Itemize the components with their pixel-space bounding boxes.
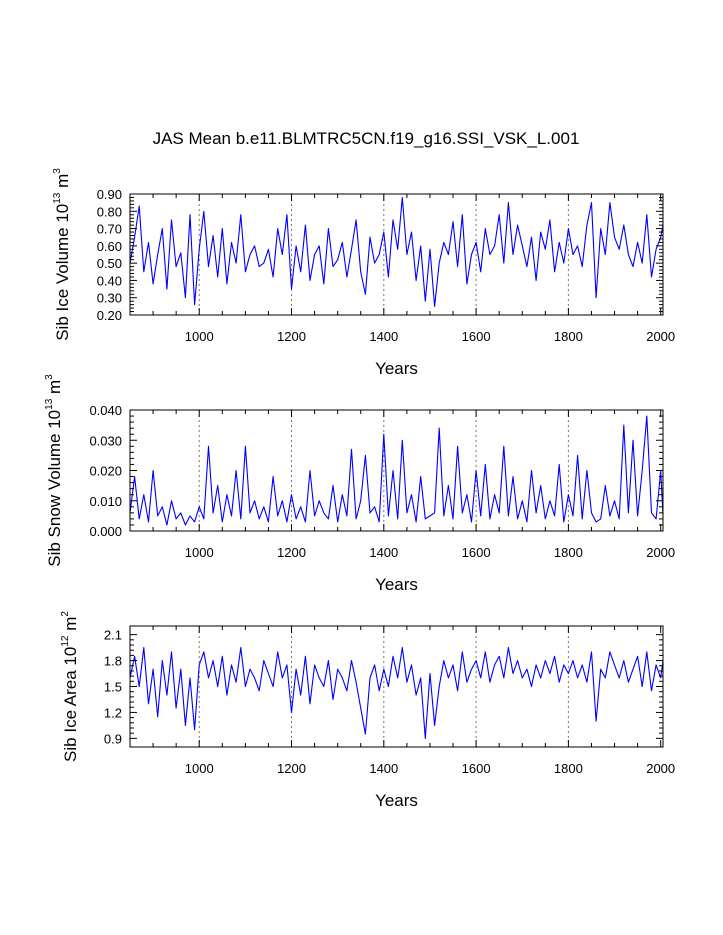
snow-volume-y-axis-title-unit: m (45, 380, 64, 399)
ice-area-x-tick-label: 1000 (185, 761, 214, 776)
snow-volume-y-tick-label: 0.000 (89, 524, 122, 539)
ice-volume-y-axis-title-unit-exp: 3 (52, 168, 63, 174)
ice-area-y-tick-label: 0.9 (104, 731, 122, 746)
ice-volume-y-axis-title-unit: m (53, 174, 72, 193)
ice-area-x-axis-title: Years (375, 791, 418, 810)
ice-volume-x-tick-label: 1600 (462, 329, 491, 344)
ice-area-y-tick-label: 1.8 (104, 654, 122, 669)
snow-volume-y-tick-label: 0.040 (89, 403, 122, 418)
ice-volume-y-tick-label: 0.40 (97, 273, 122, 288)
ice-volume-x-tick-label: 2000 (646, 329, 675, 344)
ice-area-y-axis-title-unit: m (61, 617, 80, 636)
ice-volume-y-tick-label: 0.20 (97, 308, 122, 323)
snow-volume-y-tick-label: 0.010 (89, 494, 122, 509)
ice-volume-y-tick-label: 0.50 (97, 256, 122, 271)
chart-title: JAS Mean b.e11.BLMTRC5CN.f19_g16.SSI_VSK… (153, 129, 580, 148)
snow-volume-y-axis-title-unit-exp: 3 (44, 374, 55, 380)
ice-volume-x-tick-label: 1400 (369, 329, 398, 344)
snow-volume-x-tick-label: 1800 (554, 545, 583, 560)
ice-volume-y-tick-label: 0.30 (97, 291, 122, 306)
snow-volume-y-axis-title-exp: 13 (44, 398, 55, 410)
ice-area-series-line (129, 647, 664, 739)
snow-volume-series-line (129, 415, 664, 526)
ice-volume-y-tick-label: 0.90 (97, 187, 122, 202)
ice-area-y-axis-title-prefix: Sib Ice Area 10 (61, 647, 80, 762)
ice-area-y-axis-title: Sib Ice Area 1012 m2 (60, 611, 80, 762)
snow-volume-y-axis-title: Sib Snow Volume 1013 m3 (44, 374, 64, 567)
ice-volume-series-line (129, 196, 664, 307)
ice-volume-y-tick-label: 0.70 (97, 222, 122, 237)
snow-volume-x-tick-label: 1200 (277, 545, 306, 560)
ice-volume-y-axis-title: Sib Ice Volume 1013 m3 (52, 168, 72, 341)
ice-area-y-tick-label: 2.1 (104, 628, 122, 643)
ice-volume-y-axis-title-prefix: Sib Ice Volume 10 (53, 204, 72, 341)
ice-area-plot-frame (129, 625, 664, 748)
panel-snow-volume: 1000 1200 1400 1600 1800 2000 0.000 0.010 0.020 0… (44, 374, 675, 594)
ice-area-x-tick-label: 1600 (462, 761, 491, 776)
snow-volume-y-tick-label: 0.030 (89, 433, 122, 448)
ice-area-x-tick-label: 2000 (646, 761, 675, 776)
ice-volume-x-tick-label: 1200 (277, 329, 306, 344)
ice-area-y-tick-label: 1.5 (104, 680, 122, 695)
snow-volume-x-tick-label: 2000 (646, 545, 675, 560)
ice-volume-y-tick-label: 0.60 (97, 239, 122, 254)
ice-volume-plot-frame (129, 193, 664, 316)
ice-area-x-tick-label: 1400 (369, 761, 398, 776)
ice-area-y-tick-label: 1.2 (104, 705, 122, 720)
ice-volume-x-tick-label: 1800 (554, 329, 583, 344)
snow-volume-x-tick-label: 1400 (369, 545, 398, 560)
snow-volume-x-axis-title: Years (375, 575, 418, 594)
snow-volume-x-tick-label: 1000 (185, 545, 214, 560)
ice-volume-y-axis-title-exp: 13 (52, 192, 63, 204)
snow-volume-x-tick-label: 1600 (462, 545, 491, 560)
snow-volume-y-axis-title-prefix: Sib Snow Volume 10 (45, 410, 64, 567)
ice-volume-x-tick-label: 1000 (185, 329, 214, 344)
ice-area-y-axis-title-unit-exp: 2 (60, 611, 71, 617)
ice-volume-x-axis-title: Years (375, 359, 418, 378)
ice-area-x-tick-label: 1800 (554, 761, 583, 776)
panel-ice-area: 1000 1200 1400 1600 1800 2000 0.9 1.2 1.5 1.8 2.1 Y… (60, 611, 675, 810)
ice-area-x-tick-label: 1200 (277, 761, 306, 776)
panel-ice-volume: 1000 1200 1400 1600 1800 2000 0.20 0.30 0.40 0.50… (52, 168, 675, 378)
snow-volume-y-tick-label: 0.020 (89, 464, 122, 479)
ice-area-y-axis-title-exp: 12 (60, 635, 71, 647)
ice-volume-y-tick-label: 0.80 (97, 204, 122, 219)
